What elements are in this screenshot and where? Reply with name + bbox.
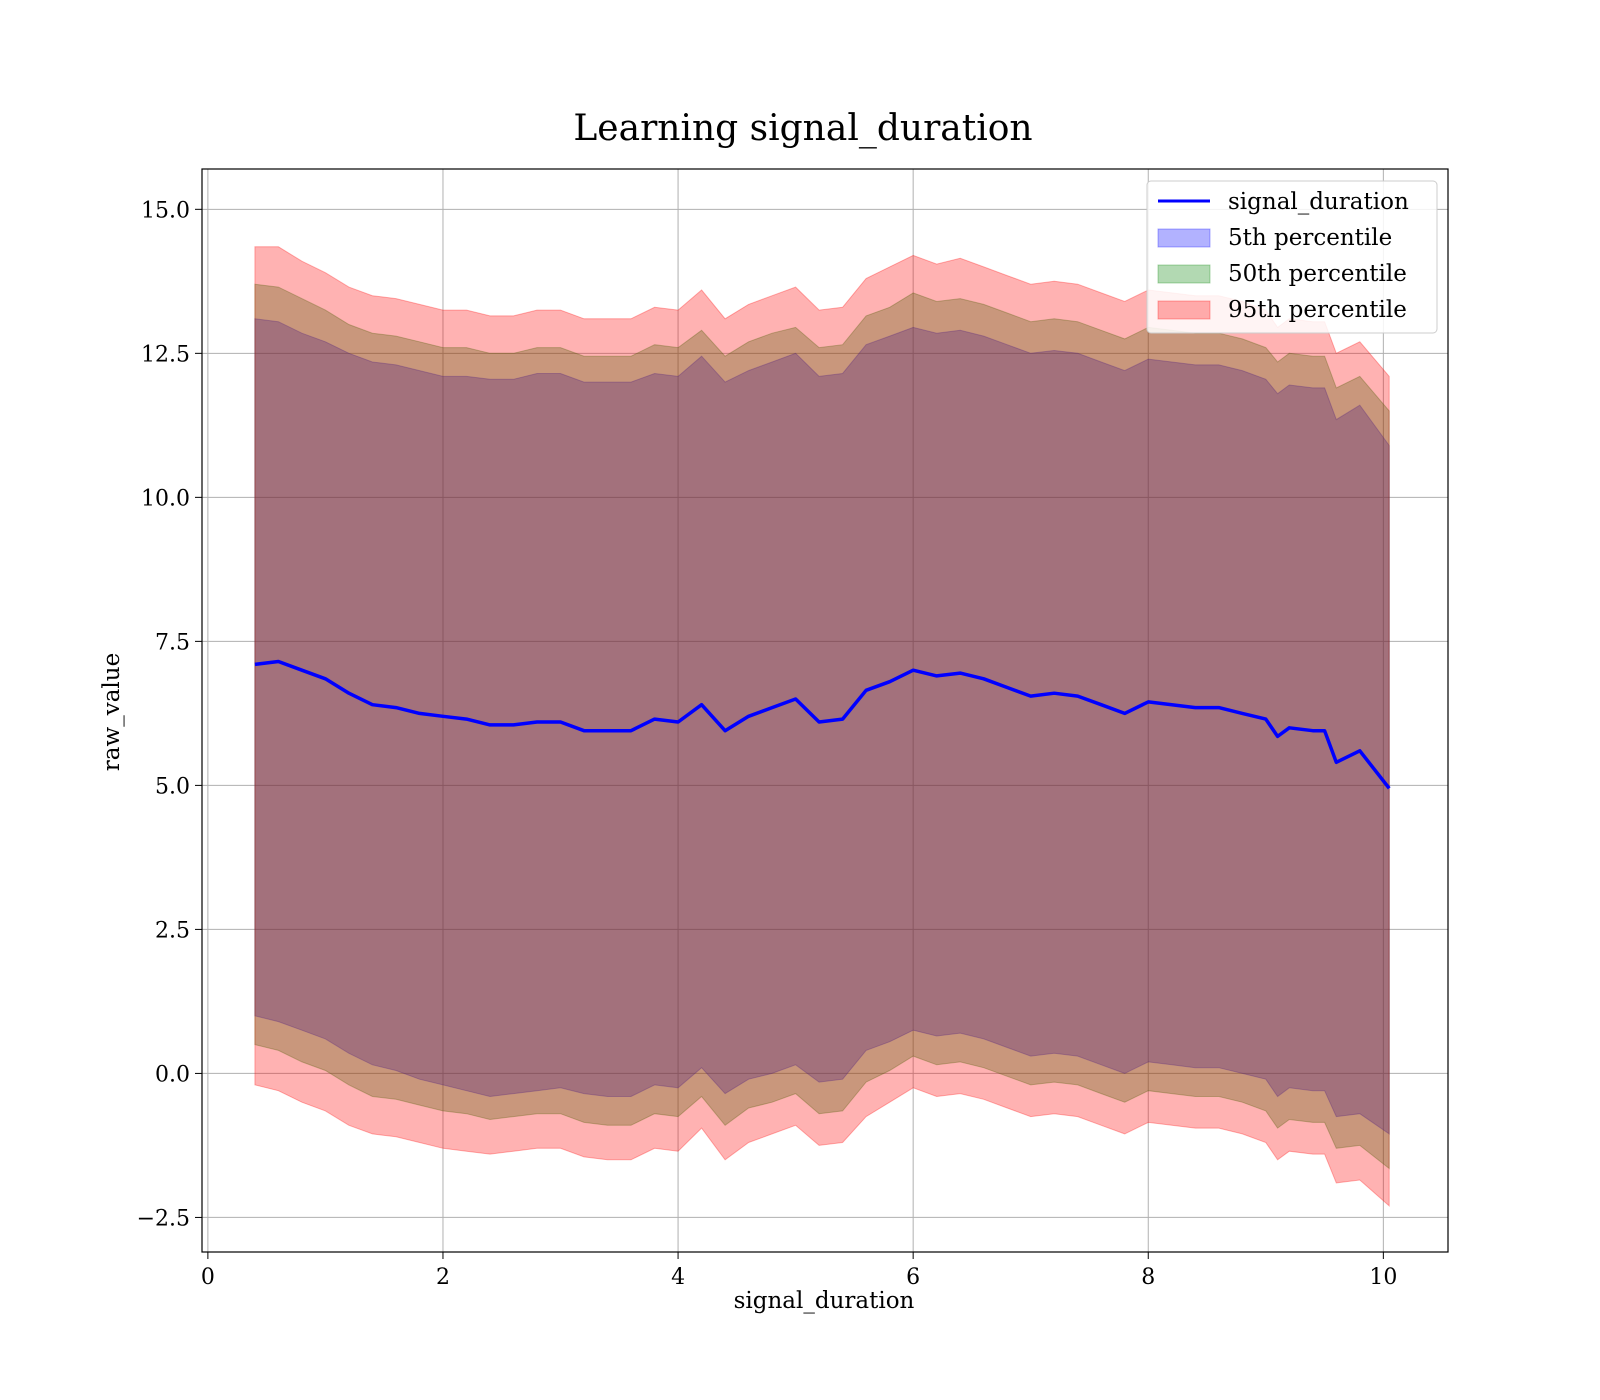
y-axis-ticks: −2.5 0.0 2.5 5.0 7.5 10.0 12.5 15.0 bbox=[137, 198, 202, 1231]
plot-frame bbox=[201, 168, 1449, 1253]
x-tick-label: 4 bbox=[671, 1265, 685, 1290]
y-tick-label: 7.5 bbox=[155, 630, 190, 655]
chart-title: Learning signal_duration bbox=[573, 108, 1032, 149]
y-axis-label: raw_value bbox=[99, 653, 125, 771]
grid bbox=[202, 169, 1448, 1252]
legend-label-5th-percentile: 5th percentile bbox=[1228, 225, 1392, 251]
y-tick-label: 5.0 bbox=[155, 774, 190, 799]
legend-label-signal-duration: signal_duration bbox=[1228, 189, 1409, 215]
x-axis-label: signal_duration bbox=[734, 1288, 915, 1314]
x-tick-label: 0 bbox=[201, 1265, 215, 1290]
band-50th-percentile bbox=[254, 283, 1390, 1170]
percentile-bands bbox=[254, 246, 1390, 1208]
x-tick-label: 2 bbox=[436, 1265, 450, 1290]
legend-swatch-50th-percentile bbox=[1157, 264, 1211, 284]
y-tick-label: 12.5 bbox=[141, 342, 190, 367]
x-axis-ticks: 0 2 4 6 8 10 bbox=[201, 1252, 1397, 1290]
y-tick-label: 15.0 bbox=[141, 198, 190, 223]
legend-swatch-5th-percentile bbox=[1157, 228, 1211, 248]
legend-label-50th-percentile: 50th percentile bbox=[1228, 261, 1407, 287]
y-tick-label: −2.5 bbox=[137, 1206, 190, 1231]
legend-swatch-95th-percentile bbox=[1157, 300, 1211, 320]
y-tick-label: 0.0 bbox=[155, 1062, 190, 1087]
y-tick-label: 2.5 bbox=[155, 918, 190, 943]
legend: signal_duration 5th percentile 50th perc… bbox=[1146, 180, 1438, 334]
legend-box bbox=[1146, 180, 1438, 334]
x-tick-label: 10 bbox=[1369, 1265, 1397, 1290]
band-95th-percentile bbox=[254, 246, 1390, 1208]
legend-label-95th-percentile: 95th percentile bbox=[1228, 297, 1407, 323]
band-5th-percentile bbox=[254, 318, 1390, 1135]
series-lines bbox=[254, 659, 1391, 790]
y-tick-label: 10.0 bbox=[141, 486, 190, 511]
series-line-signal-duration bbox=[254, 659, 1391, 790]
x-tick-label: 6 bbox=[906, 1265, 920, 1290]
x-tick-label: 8 bbox=[1141, 1265, 1155, 1290]
